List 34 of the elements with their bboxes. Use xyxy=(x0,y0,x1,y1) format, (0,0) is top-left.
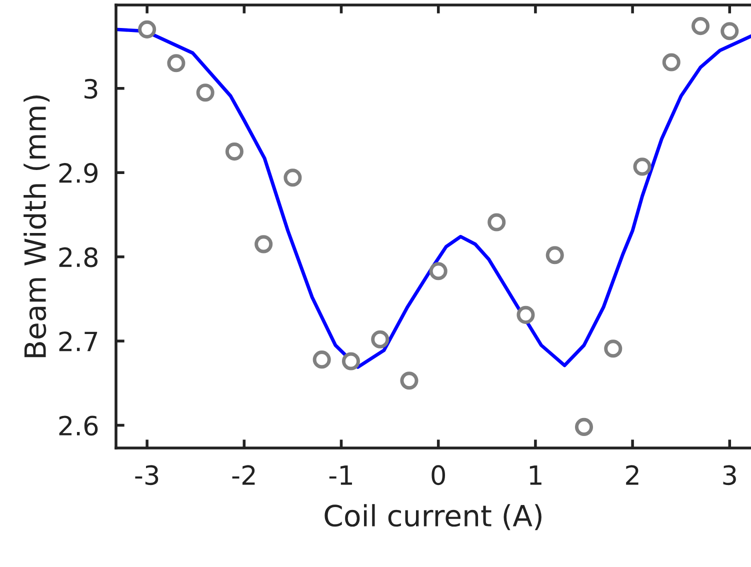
point xyxy=(546,246,564,264)
point xyxy=(196,84,214,102)
point xyxy=(167,54,186,72)
point xyxy=(691,17,710,36)
point xyxy=(225,142,244,161)
y-tick-label: 2.6 xyxy=(59,416,98,436)
point xyxy=(400,372,418,390)
point xyxy=(574,418,594,436)
y-tick-label: 2.8 xyxy=(59,247,98,268)
x-tick-label: 3 xyxy=(723,465,736,486)
y-axis-title: Beam Width (mm) xyxy=(24,95,50,358)
y-tick-label: 2.9 xyxy=(59,163,98,183)
point xyxy=(312,350,331,369)
point xyxy=(254,235,273,254)
x-tick-label: 1 xyxy=(530,465,542,485)
point xyxy=(429,262,448,280)
point xyxy=(138,20,156,38)
point xyxy=(604,340,622,358)
x-tick-label: -3 xyxy=(135,465,158,486)
x-tick-label: 0 xyxy=(432,465,445,486)
point xyxy=(633,158,652,176)
point xyxy=(516,306,535,324)
x-tick-label: -1 xyxy=(329,465,352,485)
x-tick-label: -2 xyxy=(232,465,255,485)
x-axis-title: Coil current (A) xyxy=(324,504,542,530)
point xyxy=(720,22,739,40)
point xyxy=(488,213,506,232)
point xyxy=(284,168,302,187)
x-tick-label: 2 xyxy=(626,465,638,485)
point xyxy=(342,352,360,370)
point xyxy=(371,330,390,348)
y-tick-label: 2.7 xyxy=(59,331,98,352)
y-tick-label: 3 xyxy=(84,78,98,99)
point xyxy=(662,53,680,72)
